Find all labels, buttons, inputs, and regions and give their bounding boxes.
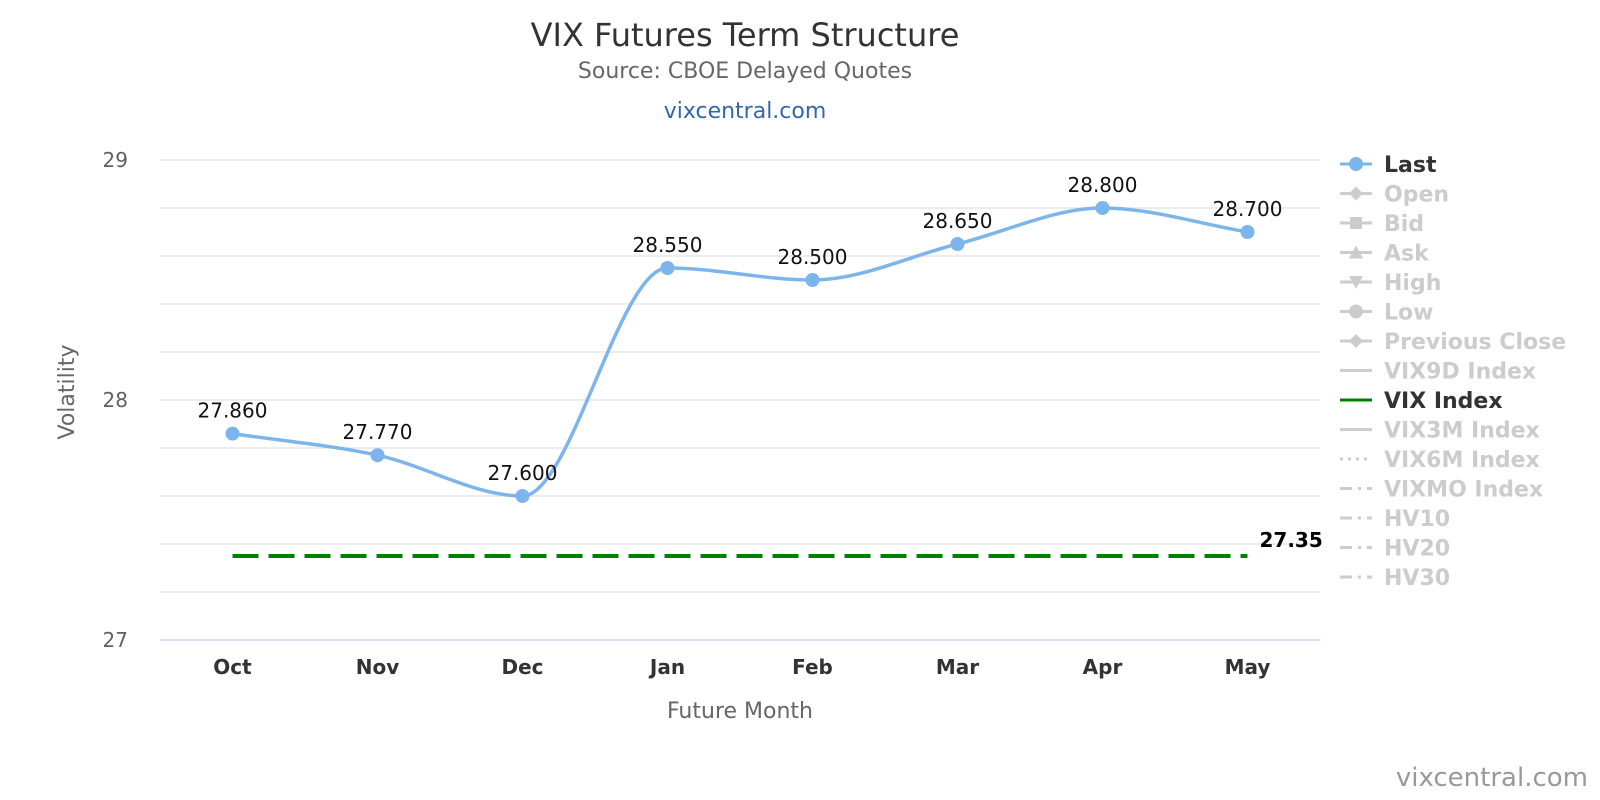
x-tick-label: May <box>1225 655 1271 679</box>
data-label: 28.700 <box>1213 197 1283 221</box>
chart-title: VIX Futures Term Structure <box>531 16 960 54</box>
legend-label: HV20 <box>1384 537 1450 562</box>
legend-item-hv30[interactable]: HV30 <box>1340 566 1450 591</box>
legend-item-low[interactable]: Low <box>1340 301 1433 326</box>
y-axis-title: Volatility <box>55 344 80 439</box>
legend-item-ask[interactable]: Ask <box>1340 242 1430 267</box>
legend-label: Bid <box>1384 212 1424 237</box>
data-label: 28.500 <box>778 245 848 269</box>
x-tick-label: Jan <box>648 655 685 679</box>
grid <box>160 159 1320 641</box>
legend-item-bid[interactable]: Bid <box>1340 212 1424 237</box>
x-tick-label: Dec <box>501 655 543 679</box>
x-tick-label: Oct <box>213 655 252 679</box>
legend-label: VIX3M Index <box>1384 419 1540 444</box>
legend-label: VIX9D Index <box>1384 360 1536 385</box>
legend-item-open[interactable]: Open <box>1340 183 1449 208</box>
legend-marker-circle <box>1349 304 1363 319</box>
last-price-point[interactable] <box>515 489 530 503</box>
vix-index-label: 27.35 <box>1260 528 1323 552</box>
last-price-point[interactable] <box>1095 201 1110 215</box>
legend-item-previous-close[interactable]: Previous Close <box>1340 330 1566 355</box>
legend-item-vix6m-index[interactable]: VIX6M Index <box>1340 448 1540 473</box>
legend[interactable]: Last Open Bid Ask High Low Previous Close VIX9D… <box>1340 153 1566 591</box>
y-axis-ticks: 27 28 29 <box>103 148 128 652</box>
legend-label: Ask <box>1384 242 1430 267</box>
y-tick-label: 27 <box>103 628 128 652</box>
y-tick-label: 28 <box>103 388 128 412</box>
legend-label: Low <box>1384 301 1433 326</box>
legend-label: HV30 <box>1384 566 1450 591</box>
legend-item-hv10[interactable]: HV10 <box>1340 507 1450 532</box>
legend-label: VIX6M Index <box>1384 448 1540 473</box>
legend-label: High <box>1384 271 1441 296</box>
x-tick-label: Mar <box>936 655 979 679</box>
legend-item-vix-index[interactable]: VIX Index <box>1340 389 1503 414</box>
data-label: 28.800 <box>1068 173 1138 197</box>
x-axis-ticks: Oct Nov Dec Jan Feb Mar Apr May <box>213 655 1270 679</box>
x-tick-label: Apr <box>1083 655 1123 679</box>
legend-label: VIXMO Index <box>1384 478 1543 503</box>
legend-label: VIX Index <box>1384 389 1503 414</box>
legend-marker-triangle-down <box>1349 276 1363 289</box>
data-label: 27.770 <box>343 420 413 444</box>
legend-label: Previous Close <box>1384 330 1566 355</box>
credit[interactable]: vixcentral.com <box>1396 763 1588 793</box>
data-label: 28.550 <box>633 233 703 257</box>
last-price-point[interactable] <box>660 261 675 275</box>
legend-item-vix3m-index[interactable]: VIX3M Index <box>1340 419 1540 444</box>
last-price-point[interactable] <box>950 237 965 251</box>
data-label: 28.650 <box>923 209 993 233</box>
series: 27.860 27.770 27.600 28.550 28.500 28.650 28.8… <box>198 173 1323 558</box>
legend-marker-diamond <box>1349 186 1363 201</box>
x-axis-title: Future Month <box>667 699 813 724</box>
legend-marker-triangle <box>1349 245 1363 259</box>
last-price-point[interactable] <box>1240 225 1255 239</box>
legend-item-vixmo-index[interactable]: VIXMO Index <box>1340 478 1543 503</box>
data-label: 27.860 <box>198 399 268 423</box>
y-tick-label: 29 <box>103 148 128 172</box>
legend-label: HV10 <box>1384 507 1450 532</box>
legend-marker-circle <box>1349 157 1363 171</box>
data-label: 27.600 <box>488 461 558 485</box>
legend-marker-diamond <box>1349 334 1363 348</box>
x-tick-label: Nov <box>356 655 400 679</box>
last-price-point[interactable] <box>370 448 385 463</box>
legend-label: Last <box>1384 153 1437 178</box>
last-price-point[interactable] <box>805 273 820 287</box>
legend-item-last[interactable]: Last <box>1340 153 1437 178</box>
legend-label: Open <box>1384 183 1449 208</box>
legend-marker-square <box>1350 217 1362 229</box>
last-price-line <box>232 206 1248 498</box>
last-price-point[interactable] <box>225 426 240 441</box>
legend-item-vix9d-index[interactable]: VIX9D Index <box>1340 360 1536 385</box>
legend-item-hv20[interactable]: HV20 <box>1340 537 1450 562</box>
legend-item-high[interactable]: High <box>1340 271 1441 296</box>
site-link[interactable]: vixcentral.com <box>664 99 827 124</box>
chart-subtitle: Source: CBOE Delayed Quotes <box>578 59 912 84</box>
x-tick-label: Feb <box>792 655 833 679</box>
